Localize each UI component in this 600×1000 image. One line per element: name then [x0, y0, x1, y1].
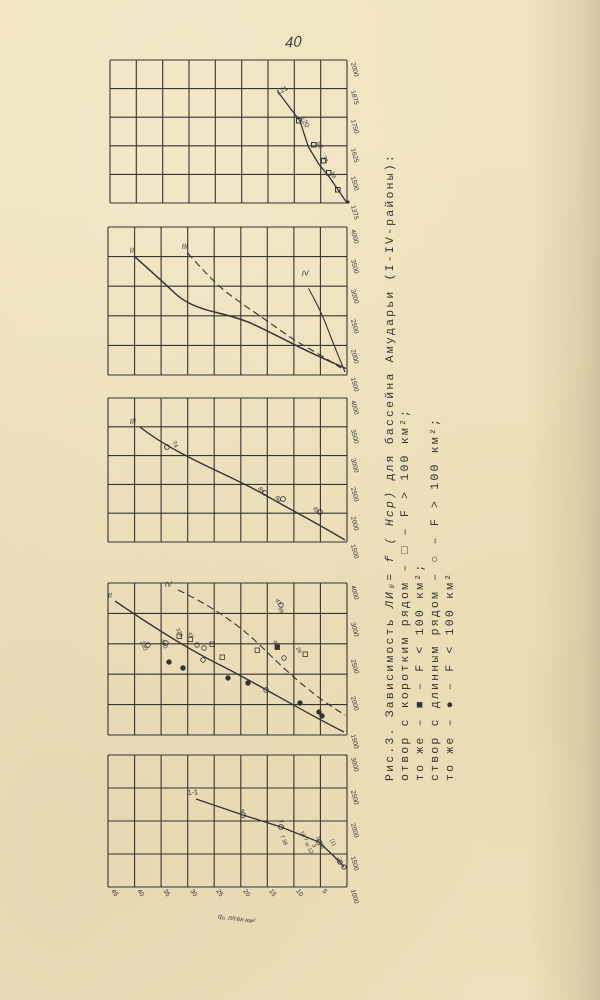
svg-text:3000: 3000 [349, 458, 360, 474]
svg-text:7 38: 7 38 [278, 834, 288, 846]
svg-text:III: III [181, 241, 188, 251]
svg-text:3000: 3000 [349, 289, 360, 305]
svg-text:19: 19 [328, 171, 338, 181]
svg-text:15: 15 [267, 888, 277, 898]
svg-text:324: 324 [174, 627, 183, 638]
svg-text:45: 45 [109, 888, 119, 898]
svg-text:2000: 2000 [349, 516, 360, 532]
svg-text:1-1: 1-1 [188, 789, 199, 797]
svg-text:4000: 4000 [349, 400, 360, 416]
svg-text:1000: 1000 [349, 889, 360, 905]
svg-text:4000: 4000 [349, 585, 360, 601]
svg-text:3500: 3500 [349, 259, 360, 275]
svg-text:2500: 2500 [349, 659, 360, 675]
svg-text:1500: 1500 [349, 544, 360, 560]
svg-text:121: 121 [276, 85, 290, 97]
svg-text:q₀, л/сек·км²: q₀, л/сек·км² [218, 913, 257, 925]
svg-text:1500: 1500 [349, 176, 360, 192]
svg-text:2500: 2500 [349, 319, 360, 335]
svg-text:2000: 2000 [349, 349, 360, 365]
svg-text:84: 84 [273, 495, 282, 505]
svg-text:1375: 1375 [349, 205, 360, 221]
svg-text:40: 40 [135, 888, 145, 898]
svg-text:10 7 ш 12: 10 7 ш 12 [298, 830, 314, 855]
svg-text:35: 35 [161, 888, 171, 898]
svg-text:82: 82 [314, 141, 324, 151]
svg-text:3: 3 [310, 843, 317, 848]
svg-text:10: 10 [294, 888, 304, 898]
svg-text:II: II [107, 591, 112, 600]
svg-text:(1): (1) [328, 838, 336, 847]
svg-text:II: II [129, 246, 134, 255]
svg-text:1500: 1500 [349, 734, 360, 750]
svg-text:IV: IV [301, 268, 310, 278]
svg-text:2000: 2000 [349, 696, 360, 712]
svg-text:2000: 2000 [349, 823, 360, 839]
svg-text:III: III [129, 416, 136, 426]
svg-text:1625: 1625 [349, 148, 360, 164]
svg-text:IV: IV [164, 579, 173, 589]
svg-text:1750: 1750 [349, 119, 360, 135]
svg-text:1500: 1500 [349, 377, 360, 393]
svg-text:5: 5 [320, 888, 328, 895]
svg-text:1500: 1500 [349, 856, 360, 872]
svg-text:25: 25 [214, 888, 224, 898]
svg-text:1875: 1875 [349, 90, 360, 106]
svg-text:3000: 3000 [349, 622, 360, 638]
svg-text:20: 20 [241, 888, 251, 898]
svg-text:14: 14 [333, 856, 341, 864]
svg-text:440: 440 [158, 638, 169, 651]
svg-text:4000: 4000 [349, 229, 360, 245]
svg-text:28: 28 [294, 646, 302, 654]
svg-text:3500: 3500 [349, 429, 360, 445]
svg-text:2500: 2500 [349, 790, 360, 806]
svg-text:3000: 3000 [349, 757, 360, 773]
svg-text:2500: 2500 [349, 487, 360, 503]
svg-text:30: 30 [188, 888, 198, 898]
svg-text:2000: 2000 [349, 62, 360, 78]
svg-text:7: 7 [277, 819, 284, 824]
svg-text:230: 230 [138, 640, 149, 653]
